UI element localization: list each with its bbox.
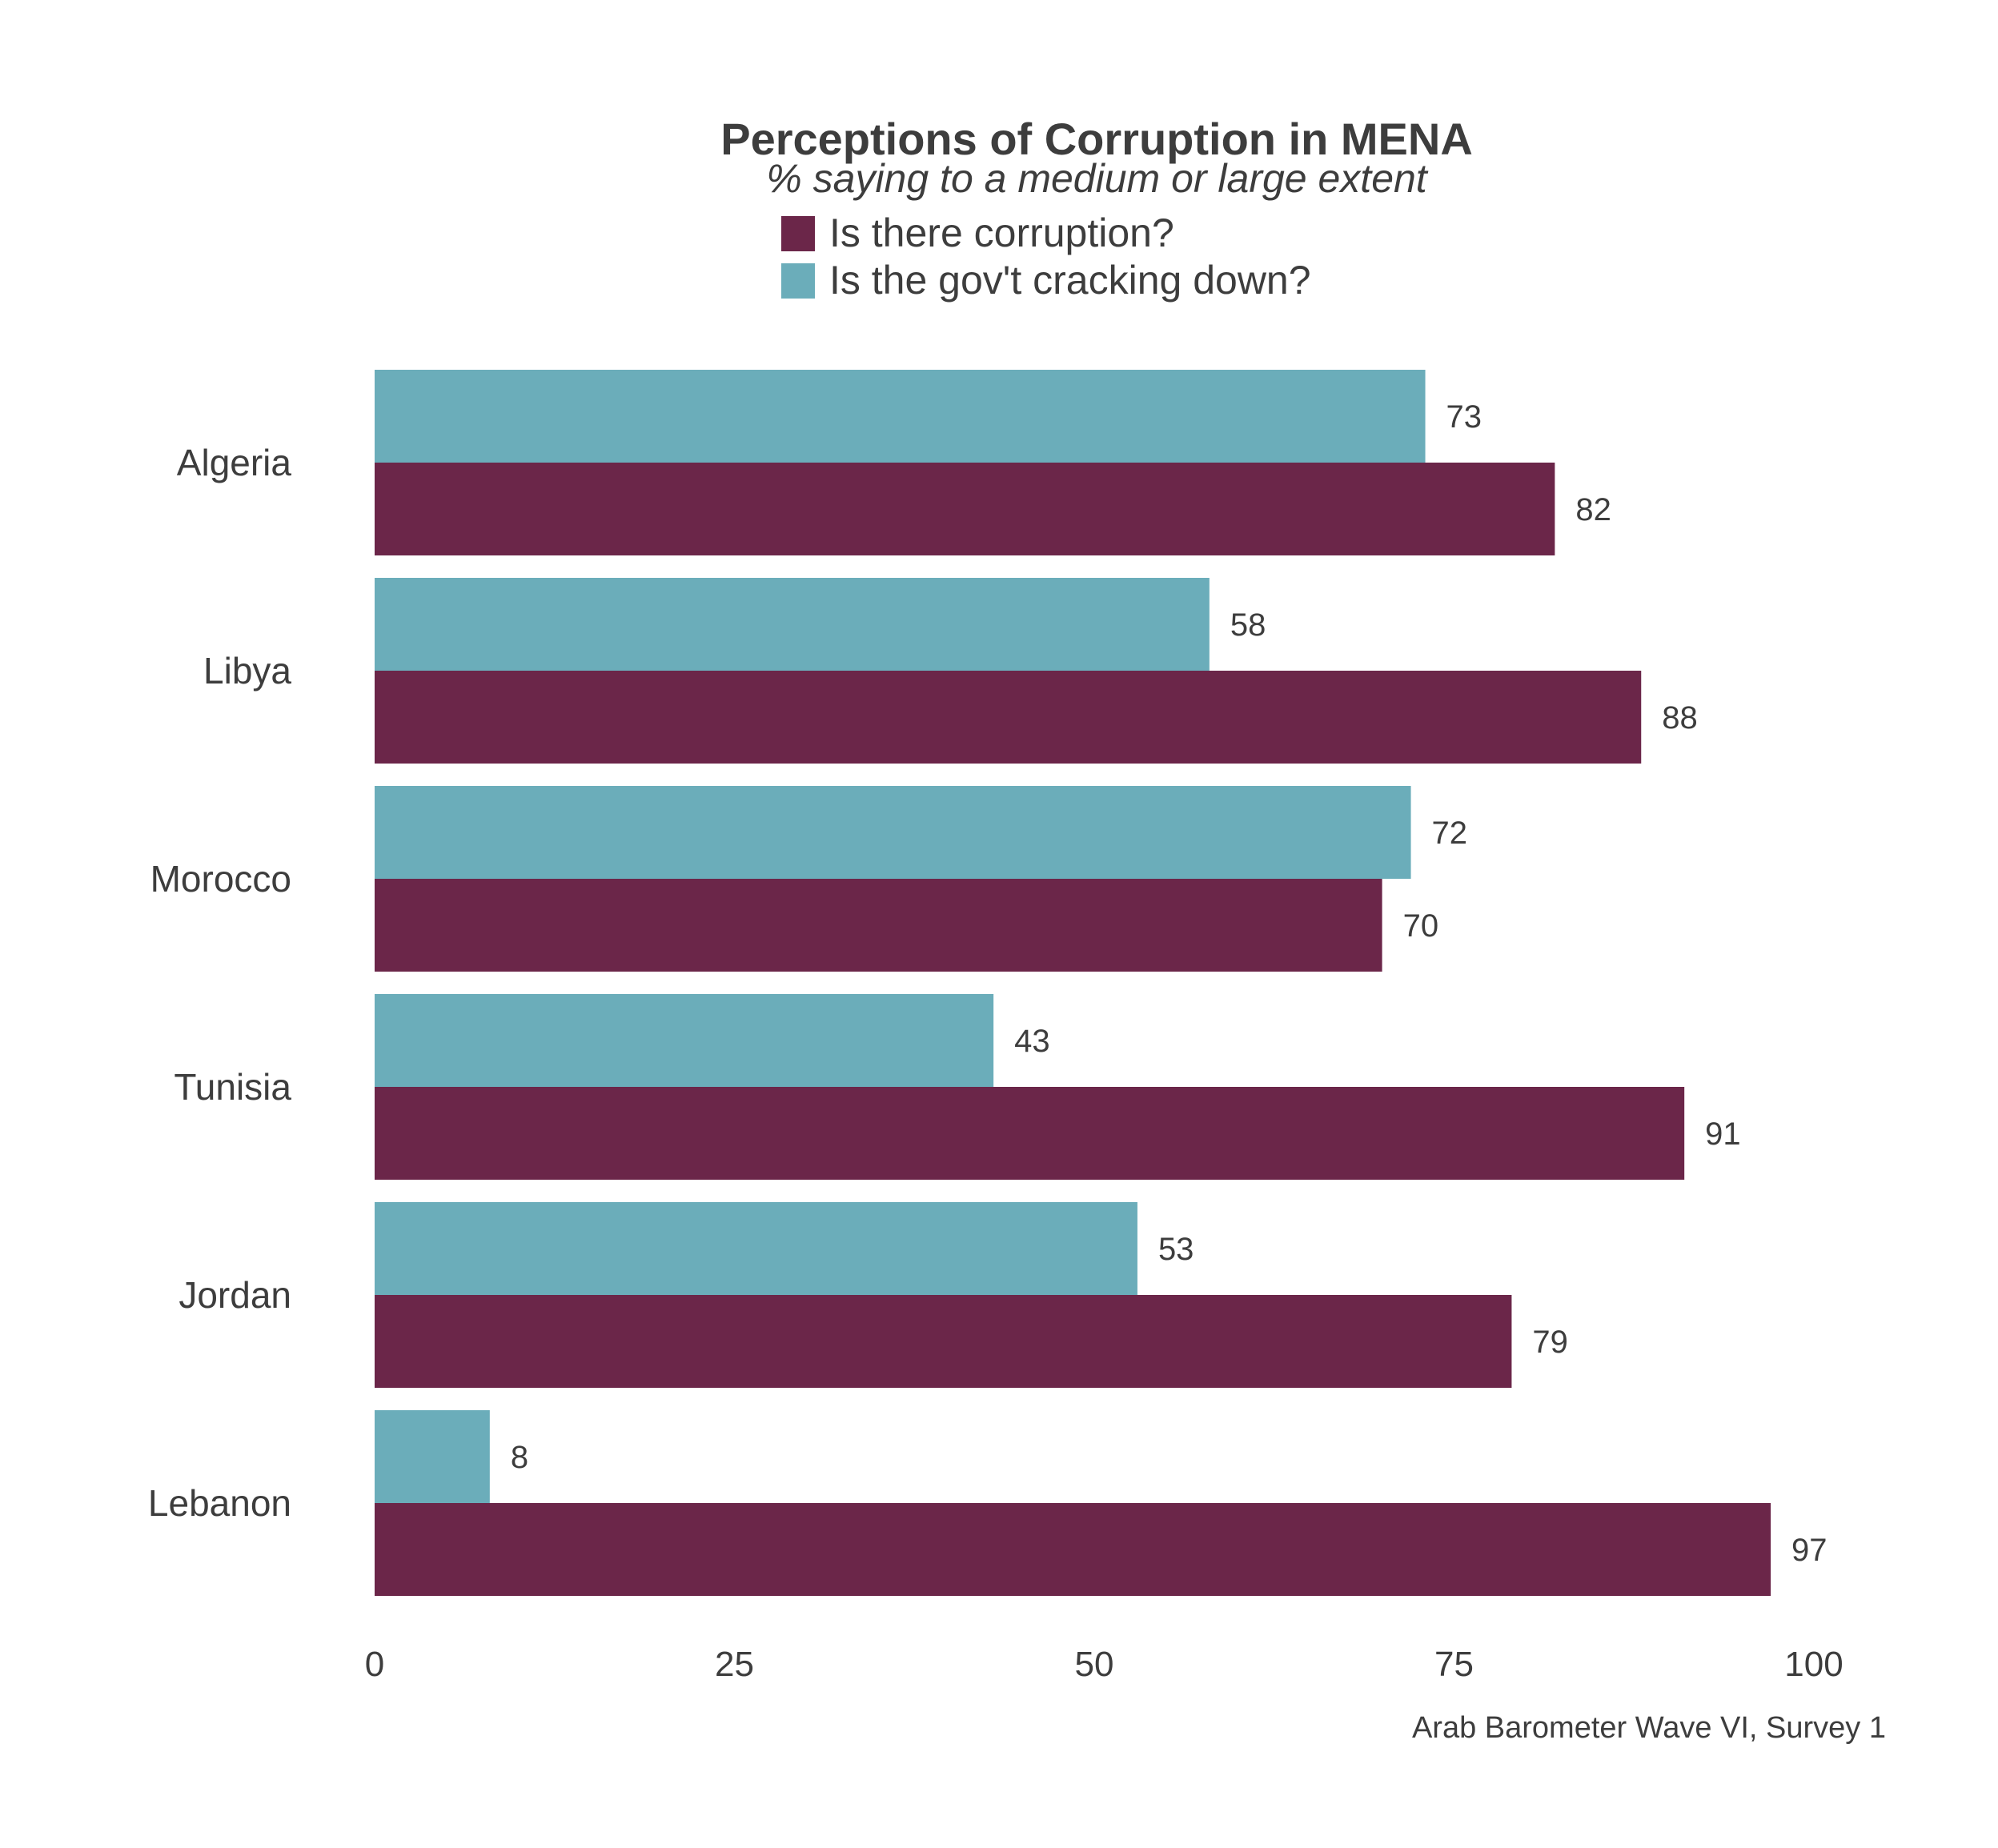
value-label-tunisia-is-the-gov-t-cracking-down: 43	[1014, 1024, 1050, 1059]
bar-libya-is-the-gov-t-cracking-down	[375, 578, 1210, 671]
legend-swatch-is-there-corruption	[781, 216, 815, 251]
bar-lebanon-is-there-corruption	[375, 1503, 1771, 1596]
value-label-lebanon-is-the-gov-t-cracking-down: 8	[511, 1440, 528, 1475]
chart-subtitle: % saying to a medium or large extent	[766, 156, 1429, 201]
value-label-morocco-is-there-corruption: 70	[1403, 908, 1439, 944]
value-label-jordan-is-there-corruption: 79	[1532, 1325, 1568, 1360]
category-label-morocco: Morocco	[150, 858, 291, 900]
value-label-algeria-is-the-gov-t-cracking-down: 73	[1446, 399, 1482, 435]
category-label-tunisia: Tunisia	[174, 1066, 291, 1108]
category-label-lebanon: Lebanon	[148, 1482, 291, 1524]
bar-tunisia-is-the-gov-t-cracking-down	[375, 994, 994, 1087]
value-label-morocco-is-the-gov-t-cracking-down: 72	[1432, 816, 1468, 851]
category-label-jordan: Jordan	[179, 1274, 291, 1316]
bar-algeria-is-the-gov-t-cracking-down	[375, 370, 1426, 463]
bar-jordan-is-the-gov-t-cracking-down	[375, 1202, 1137, 1295]
value-label-lebanon-is-there-corruption: 97	[1791, 1533, 1827, 1568]
category-label-libya: Libya	[203, 650, 291, 691]
bar-tunisia-is-there-corruption	[375, 1087, 1685, 1180]
legend-label-is-the-gov-t-cracking-down: Is the gov't cracking down?	[829, 258, 1311, 303]
bar-algeria-is-there-corruption	[375, 463, 1555, 555]
bar-morocco-is-the-gov-t-cracking-down	[375, 786, 1411, 879]
value-label-algeria-is-there-corruption: 82	[1575, 492, 1611, 527]
value-label-tunisia-is-there-corruption: 91	[1705, 1116, 1741, 1152]
value-label-jordan-is-the-gov-t-cracking-down: 53	[1158, 1232, 1194, 1267]
x-tick-label-75: 75	[1434, 1645, 1474, 1684]
bar-morocco-is-there-corruption	[375, 879, 1382, 972]
chart-caption: Arab Barometer Wave VI, Survey 1	[1412, 1711, 1886, 1745]
chart-title: Perceptions of Corruption in MENA	[720, 114, 1473, 164]
category-label-algeria: Algeria	[177, 442, 292, 483]
category-labels: Algeria Libya Morocco Tunisia Jordan Lebanon	[148, 442, 292, 1524]
x-tick-label-25: 25	[715, 1645, 754, 1684]
x-axis-ticks: 0 25 50 75 100	[365, 1645, 1844, 1684]
legend-swatch-is-the-gov-t-cracking-down	[781, 263, 815, 299]
value-label-libya-is-there-corruption: 88	[1662, 700, 1698, 736]
x-tick-label-50: 50	[1075, 1645, 1114, 1684]
bar-lebanon-is-the-gov-t-cracking-down	[375, 1410, 490, 1503]
legend: Is there corruption?Is the gov't crackin…	[781, 210, 1311, 303]
bar-libya-is-there-corruption	[375, 671, 1642, 764]
bar-jordan-is-there-corruption	[375, 1295, 1512, 1388]
legend-label-is-there-corruption: Is there corruption?	[829, 210, 1174, 255]
value-labels: 73 82 58 88 72 70 43 91 53 79 8 97	[511, 399, 1827, 1568]
value-label-libya-is-the-gov-t-cracking-down: 58	[1230, 607, 1266, 643]
x-tick-label-100: 100	[1784, 1645, 1843, 1684]
bars-group	[375, 370, 1771, 1596]
x-tick-label-0: 0	[365, 1645, 384, 1684]
